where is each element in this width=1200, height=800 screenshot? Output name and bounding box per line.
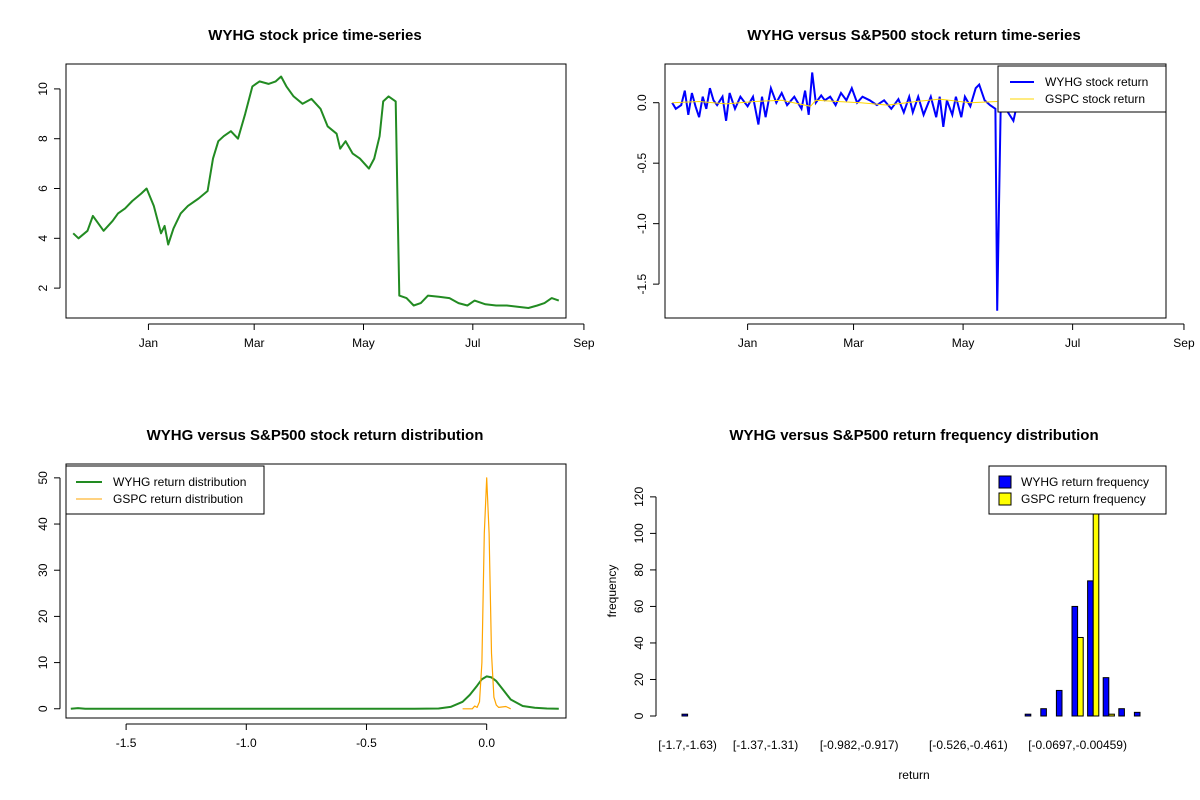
- dist-x-tick-label: -1.5: [116, 736, 137, 750]
- gspc-frequency-bar: [1077, 636, 1084, 717]
- wyhg-frequency-bar: [1102, 677, 1110, 717]
- return-timeseries-panel: WYHG versus S&P500 stock return time-ser…: [635, 27, 1195, 350]
- gspc-density-line: [462, 477, 511, 710]
- return-ts-legend: WYHG stock return GSPC stock return: [997, 65, 1167, 113]
- wyhg-frequency-bar: [1040, 708, 1047, 717]
- wyhg-frequency-bar: [1118, 708, 1125, 717]
- price-y-tick-label: 6: [36, 185, 50, 192]
- freq-legend-box: [988, 465, 1167, 515]
- wyhg-frequency-bar: [1024, 713, 1032, 717]
- gspc-return-line: [672, 98, 998, 107]
- price-chart-title: WYHG stock price time-series: [208, 27, 421, 44]
- freq-y-tick-label: 100: [632, 523, 646, 543]
- freq-x-tick-label: [-1.7,-1.63): [658, 738, 717, 752]
- price-y-tick-label: 10: [36, 82, 50, 96]
- dist-legend-label: GSPC return distribution: [113, 492, 243, 506]
- price-chart-frame: [65, 63, 567, 319]
- price-x-tick-label: May: [352, 336, 375, 350]
- dist-y-tick-label: 0: [36, 705, 50, 712]
- return-timeseries-frame: [664, 63, 1167, 319]
- dist-x-tick-label: -1.0: [236, 736, 257, 750]
- return-ts-x-tick-label: May: [952, 336, 975, 350]
- price-x-tick-label: Jul: [465, 336, 480, 350]
- freq-legend-label: GSPC return frequency: [1021, 492, 1146, 506]
- return-ts-x-tick-label: Jul: [1065, 336, 1080, 350]
- wyhg-frequency-bar: [1087, 580, 1094, 717]
- dist-legend-box: [65, 465, 265, 515]
- freq-x-tick-label: [-0.982,-0.917): [820, 738, 899, 752]
- freq-y-tick-label: 80: [632, 563, 646, 577]
- return-ts-y-tick-label: -1.0: [635, 213, 649, 234]
- wyhg-density-line: [70, 675, 559, 710]
- freq-legend-label: WYHG return frequency: [1021, 475, 1149, 489]
- freq-y-tick-label: 40: [632, 636, 646, 650]
- freq-x-tick-label: [-1.37,-1.31): [733, 738, 798, 752]
- price-chart-panel: WYHG stock price time-series 2 4 6 8 10 Jan Ma…: [36, 27, 595, 350]
- price-x-tick-label: Mar: [244, 336, 265, 350]
- freq-legend-swatch: [998, 475, 1012, 489]
- price-x-tick-label: Jan: [139, 336, 158, 350]
- return-ts-y-tick-label: -1.5: [635, 273, 649, 294]
- return-ts-legend-label: GSPC stock return: [1045, 92, 1145, 106]
- return-frequency-title: WYHG versus S&P500 return frequency dist…: [729, 427, 1098, 444]
- freq-x-tick-label: [-0.526,-0.461): [929, 738, 1008, 752]
- return-ts-y-tick-label: 0.0: [635, 94, 649, 111]
- return-distribution-frame: [65, 463, 567, 719]
- freq-legend: WYHG return frequency GSPC return frequen…: [988, 465, 1167, 515]
- dist-y-tick-label: 30: [36, 563, 50, 577]
- dist-y-tick-label: 40: [36, 517, 50, 531]
- price-y-tick-label: 8: [36, 135, 50, 142]
- return-distribution-title: WYHG versus S&P500 stock return distribu…: [147, 427, 484, 444]
- dist-y-tick-label: 10: [36, 656, 50, 670]
- return-frequency-xlabel: return: [898, 768, 929, 782]
- wyhg-frequency-bar: [1133, 711, 1141, 717]
- return-distribution-panel: WYHG versus S&P500 stock return distribu…: [36, 427, 567, 750]
- dist-y-tick-label: 50: [36, 471, 50, 485]
- wyhg-frequency-bar: [1071, 605, 1079, 717]
- return-frequency-ylabel: frequency: [605, 565, 619, 618]
- price-y-tick-label: 4: [36, 235, 50, 242]
- price-series-line: [72, 75, 560, 309]
- freq-y-tick-label: 120: [632, 487, 646, 507]
- wyhg-frequency-bar: [681, 713, 689, 717]
- dist-x-tick-label: -0.5: [356, 736, 377, 750]
- dist-legend-label: WYHG return distribution: [113, 475, 246, 489]
- return-ts-legend-box: [997, 65, 1167, 113]
- dist-x-tick-label: 0.0: [478, 736, 495, 750]
- freq-y-tick-label: 60: [632, 599, 646, 613]
- price-x-tick-label: Sep: [573, 336, 595, 350]
- dist-legend: WYHG return distribution GSPC return dist…: [65, 465, 265, 515]
- return-ts-x-tick-label: Jan: [738, 336, 757, 350]
- dist-y-tick-label: 20: [36, 609, 50, 623]
- freq-y-tick-label: 0: [632, 712, 646, 719]
- freq-legend-swatch: [998, 492, 1012, 506]
- return-ts-y-tick-label: -0.5: [635, 153, 649, 174]
- wyhg-frequency-bar: [1055, 689, 1063, 717]
- gspc-frequency-bar: [1108, 713, 1115, 717]
- return-ts-x-tick-label: Mar: [843, 336, 864, 350]
- return-timeseries-title: WYHG versus S&P500 stock return time-ser…: [747, 27, 1080, 44]
- gspc-frequency-bar: [1092, 510, 1100, 717]
- freq-x-tick-label: [-0.0697,-0.00459): [1028, 738, 1127, 752]
- price-y-tick-label: 2: [36, 284, 50, 291]
- wyhg-return-line: [671, 72, 1020, 311]
- return-ts-legend-label: WYHG stock return: [1045, 75, 1148, 89]
- return-frequency-panel: WYHG versus S&P500 return frequency dist…: [605, 427, 1167, 782]
- return-ts-x-tick-label: Sep: [1173, 336, 1195, 350]
- freq-y-tick-label: 20: [632, 672, 646, 686]
